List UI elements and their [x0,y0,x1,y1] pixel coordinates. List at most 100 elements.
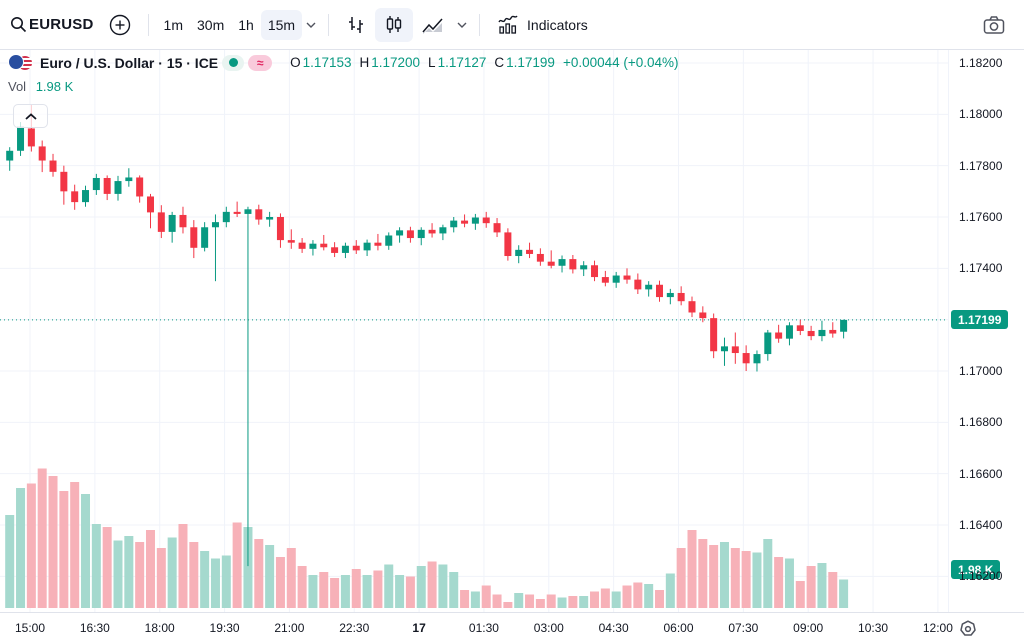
indicators-button[interactable]: Indicators [488,8,596,42]
candle-body [807,330,815,337]
volume-bar [438,564,448,608]
low-value: 1.17127 [437,55,487,70]
style-chevron-down-icon[interactable] [453,22,471,28]
candle-body [439,227,447,234]
candle-body [146,196,154,213]
volume-bar [330,578,340,608]
volume-bar [416,566,426,608]
volume-bar [286,548,296,608]
volume-legend[interactable]: Vol 1.98 K [8,79,73,94]
volume-bar [145,530,155,608]
price-axis-label: 1.17600 [959,210,1003,224]
volume-bar [200,551,210,608]
interval-button-1h[interactable]: 1h [238,16,254,33]
volume-bar [665,573,675,608]
time-axis-label: 19:30 [209,621,240,635]
time-axis-label: 03:00 [533,621,564,635]
chart-legend[interactable]: Euro / U.S. Dollar · 15 · ICE ≈ O 1.17153… [8,54,679,71]
volume-bar [741,551,751,608]
candle-body [103,177,111,194]
volume-bar [232,522,242,608]
symbol-title[interactable]: Euro / U.S. Dollar · 15 · ICE [40,54,219,71]
candle-body [341,245,349,253]
volume-bar [806,566,816,608]
time-axis[interactable]: 15:00 16:30 18:00 19:30 21:00 22:30 17 01:30 03:… [0,612,1024,643]
candle-body [558,259,566,266]
interval-button-15m[interactable]: 15m [260,9,303,40]
candles-style-icon[interactable] [375,7,414,42]
price-chart-pane[interactable]: Euro / U.S. Dollar · 15 · ICE ≈ O 1.17153… [0,50,948,612]
candle-body [6,150,14,161]
candle-body [601,277,609,283]
volume-bar [124,536,134,608]
compare-add-symbol-button[interactable] [100,8,140,42]
area-style-icon[interactable] [413,8,453,42]
volume-bar [514,593,524,608]
candle-body [331,247,339,253]
candle-body [699,312,707,319]
volume-bar [460,590,470,608]
candle-body [385,235,393,246]
candle-body [580,265,588,270]
interval-chevron-down-icon[interactable] [302,22,320,28]
candle-body [114,181,122,194]
candle-body [569,259,577,270]
candle-body [677,292,685,302]
candle-body [591,265,599,278]
volume-bar [795,581,805,608]
time-axis-label: 12:00 [922,621,953,635]
indicators-icon [496,14,520,36]
low-label: L [428,55,436,70]
approx-data-icon[interactable]: ≈ [248,54,273,71]
candle-body [320,243,328,248]
volume-bar [48,476,58,608]
volume-bar [26,483,36,608]
time-axis-label: 10:30 [858,621,889,635]
candle-body [60,171,68,192]
volume-bar [763,539,773,608]
candle-body [688,301,696,313]
candlestick-chart[interactable] [0,50,948,612]
candle-body [71,191,79,203]
candle-body [471,217,479,224]
volume-bar [59,491,69,608]
bar-style-icon[interactable] [337,8,375,42]
collapse-legend-button[interactable] [13,104,48,128]
volume-bar [752,552,762,608]
candle-body [547,261,555,266]
axis-settings-icon[interactable] [955,617,981,641]
symbol-search[interactable]: EURUSD [10,16,100,33]
market-status-dot-icon[interactable] [222,54,245,71]
candle-body [276,217,284,241]
search-icon[interactable] [10,16,27,33]
volume-bar [579,596,589,608]
time-axis-label: 04:30 [598,621,629,635]
candle-body [17,126,25,151]
time-axis-label: 01:30 [468,621,499,635]
interval-button-1m[interactable]: 1m [163,16,183,33]
symbol-name[interactable]: EURUSD [29,16,94,33]
candle-body [504,232,512,257]
interval-button-30m[interactable]: 30m [197,16,225,33]
candle-body [27,128,35,147]
candle-body [720,346,728,352]
volume-bar [156,548,166,608]
volume-bar [362,575,372,608]
price-axis[interactable]: 1.17199 1.98 K 1.18200 1.18000 1.17800 1.17… [948,50,1024,612]
candle-body [515,249,523,257]
candle-body [428,229,436,234]
volume-bar [719,542,729,608]
candle-body [634,279,642,290]
volume-bar [16,488,26,608]
candle-body [753,354,761,364]
candle-body [211,222,219,228]
volume-bar [373,570,383,608]
volume-bar [557,597,567,608]
open-value: 1.17153 [302,55,352,70]
candle-body [287,240,295,243]
volume-bar [254,539,264,608]
volume-bar [784,558,794,608]
candle-body [190,227,198,248]
price-axis-label: 1.16200 [959,569,1003,584]
camera-snapshot-icon[interactable] [974,8,1014,42]
